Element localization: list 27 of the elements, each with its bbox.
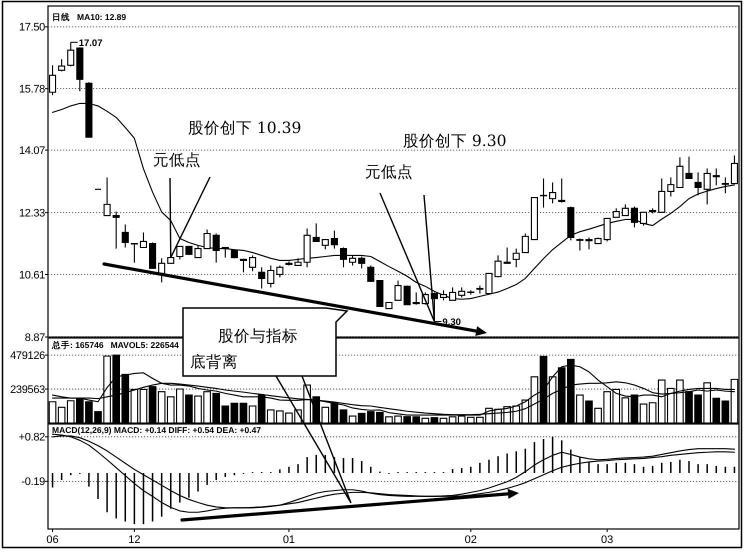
y-tick-label: 12.33 [18,207,46,220]
y-tick-label: 479126 [10,350,46,362]
annotation: 底背离 [190,353,238,371]
annotation: 股价创下 9.30 [403,132,506,150]
y-tick-label: 15.78 [18,83,46,96]
chart-title: MACD(12,26,9) MACD: +0.14 DIFF: +0.54 DEA: +0.47 [52,425,262,435]
text: 日线 [52,12,70,22]
y-tick-label: 239563 [10,384,46,396]
x-tick-label: 06 [46,534,59,546]
annotation: 17.07 [78,38,103,49]
x-tick-label: 02 [464,534,477,546]
x-tick-label: 03 [601,534,614,546]
x-tick-label: 01 [282,534,296,546]
y-tick-label: 14.07 [18,144,46,157]
y-tick-label: +0.82 [18,432,46,444]
text: MAVOL5: 226544 [110,340,180,350]
x-tick-label: 12 [128,534,140,546]
text: MA10: 12.89 [77,12,126,22]
y-tick-label: 8.87 [24,332,46,344]
y-tick-label: -0.19 [21,476,46,488]
y-tick-label: 10.61 [18,269,46,282]
chart-title: 总手: 165746 [51,340,104,350]
annotation: 元低点 [365,163,413,181]
y-tick-label: 17.50 [18,22,46,34]
annotation: 股价创下 10.39 [188,119,302,137]
annotation: 元低点 [153,151,201,169]
annotation: 股价与指标 [218,327,298,345]
